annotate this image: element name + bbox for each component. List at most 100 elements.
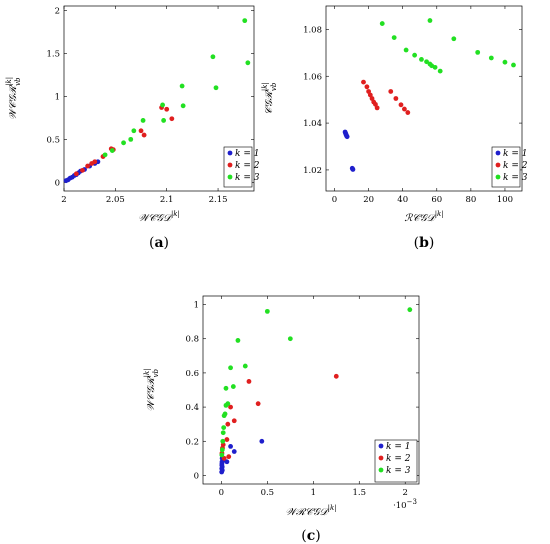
y-tick-label: 2 bbox=[55, 6, 60, 16]
data-point bbox=[219, 464, 225, 470]
panel-label: (a) bbox=[149, 235, 169, 251]
data-point bbox=[160, 102, 165, 108]
y-tick-label: 0.4 bbox=[185, 403, 199, 413]
data-point bbox=[230, 384, 236, 389]
data-point bbox=[242, 363, 248, 369]
chart-panel-a: 2 2.05 2.1 2.15 0 0.5 1 1.5 2 𝒲𝒞𝒢𝒟|k| 𝒲𝒞𝒢ℛ|k|vb k =… bbox=[5, 5, 260, 251]
y-tick-label: 1.08 bbox=[303, 25, 322, 35]
y-tick-label: 0 bbox=[194, 471, 199, 481]
data-point bbox=[511, 62, 516, 68]
data-point bbox=[221, 425, 227, 430]
plot-frame bbox=[325, 5, 523, 192]
x-tick-label: 2 bbox=[403, 488, 408, 498]
data-point bbox=[225, 421, 231, 427]
data-point bbox=[169, 116, 175, 122]
data-point bbox=[179, 83, 185, 89]
data-point bbox=[424, 59, 429, 65]
series-k3 bbox=[102, 18, 251, 158]
x-tick-label: 80 bbox=[465, 195, 476, 205]
legend-marker bbox=[495, 174, 501, 180]
data-point bbox=[225, 401, 231, 407]
data-point bbox=[228, 404, 233, 410]
series-k2 bbox=[219, 373, 339, 461]
data-point bbox=[231, 449, 237, 454]
series-k2 bbox=[361, 79, 411, 115]
data-point bbox=[73, 171, 79, 177]
legend-label: k = 3 bbox=[503, 173, 528, 183]
data-point bbox=[210, 54, 216, 60]
data-point bbox=[412, 52, 418, 58]
x-axis-label: 𝒲ℛ𝒞𝒢𝒟|k| bbox=[285, 504, 336, 518]
data-point bbox=[242, 18, 248, 24]
legend: k = 1 k = 2 k = 3 bbox=[223, 146, 260, 188]
x-tick-label: 0.5 bbox=[261, 488, 275, 498]
legend-marker bbox=[227, 174, 233, 180]
data-point bbox=[224, 437, 230, 442]
legend-marker bbox=[495, 162, 501, 168]
data-point bbox=[391, 35, 397, 41]
data-point bbox=[432, 64, 438, 70]
panel-label: (b) bbox=[414, 235, 435, 251]
y-tick-label: 1 bbox=[194, 301, 199, 311]
legend-marker bbox=[378, 467, 384, 473]
data-point bbox=[102, 152, 108, 158]
data-point bbox=[407, 307, 413, 313]
legend-label: k = 2 bbox=[503, 161, 528, 171]
data-point bbox=[364, 84, 370, 90]
data-point bbox=[437, 68, 443, 74]
series-k1 bbox=[219, 438, 265, 475]
x-axis-label: 𝒲𝒞𝒢𝒟|k| bbox=[138, 210, 180, 224]
data-point bbox=[131, 128, 137, 134]
data-point bbox=[379, 21, 385, 26]
x-tick-label: 0 bbox=[219, 488, 224, 498]
x-tick-label: 2 bbox=[61, 195, 66, 205]
data-point bbox=[361, 79, 366, 85]
data-point bbox=[398, 102, 404, 108]
data-point bbox=[85, 163, 91, 169]
data-point bbox=[388, 89, 394, 94]
legend-marker bbox=[378, 443, 384, 449]
x-tick-label: 100 bbox=[497, 195, 513, 205]
data-point bbox=[138, 128, 144, 134]
series-k1 bbox=[342, 129, 356, 172]
x-tick-label: 60 bbox=[431, 195, 442, 205]
y-axis-label: 𝒲𝒞𝒢ℛ|k|vb bbox=[143, 368, 160, 411]
data-point bbox=[245, 60, 251, 66]
data-point bbox=[235, 338, 241, 343]
data-point bbox=[219, 467, 225, 473]
data-point bbox=[287, 336, 293, 342]
data-point bbox=[393, 96, 399, 101]
data-point bbox=[255, 401, 261, 407]
x-tick-label: 0 bbox=[332, 195, 337, 205]
chart-panel-c: 0 0.5 1 1.5 2 0 0.2 0.4 0.6 0.8 1 𝒲ℛ𝒞𝒢𝒟|k| 𝒲𝒞𝒢ℛ|k|vb… bbox=[143, 295, 420, 544]
data-point bbox=[405, 110, 411, 115]
legend-label: k = 1 bbox=[235, 149, 259, 159]
x-tick-label: 1 bbox=[311, 488, 316, 498]
legend-marker bbox=[227, 150, 233, 156]
data-point bbox=[161, 118, 167, 123]
data-point bbox=[231, 418, 237, 424]
plot-frame bbox=[202, 295, 420, 485]
data-point bbox=[80, 167, 85, 173]
y-tick-label: 1.02 bbox=[303, 166, 322, 176]
data-point bbox=[228, 365, 233, 371]
series-k3 bbox=[219, 307, 413, 458]
data-point bbox=[402, 106, 407, 112]
data-point bbox=[220, 430, 226, 436]
x-tick-label: 2.1 bbox=[160, 195, 174, 205]
data-point bbox=[451, 36, 457, 42]
x-axis-multiplier: ·10−3 bbox=[393, 498, 417, 511]
data-point bbox=[488, 55, 494, 61]
data-point bbox=[344, 134, 350, 140]
legend-label: k = 2 bbox=[235, 161, 260, 171]
legend-label: k = 3 bbox=[386, 466, 411, 476]
data-point bbox=[502, 59, 508, 65]
y-tick-label: 0 bbox=[55, 178, 60, 188]
data-point bbox=[427, 18, 433, 23]
x-tick-label: 2.05 bbox=[106, 195, 125, 205]
data-point bbox=[264, 308, 270, 314]
y-tick-label: 1.06 bbox=[303, 72, 322, 82]
data-point bbox=[141, 132, 147, 138]
y-tick-label: 0.2 bbox=[185, 437, 199, 447]
data-point bbox=[374, 105, 380, 111]
